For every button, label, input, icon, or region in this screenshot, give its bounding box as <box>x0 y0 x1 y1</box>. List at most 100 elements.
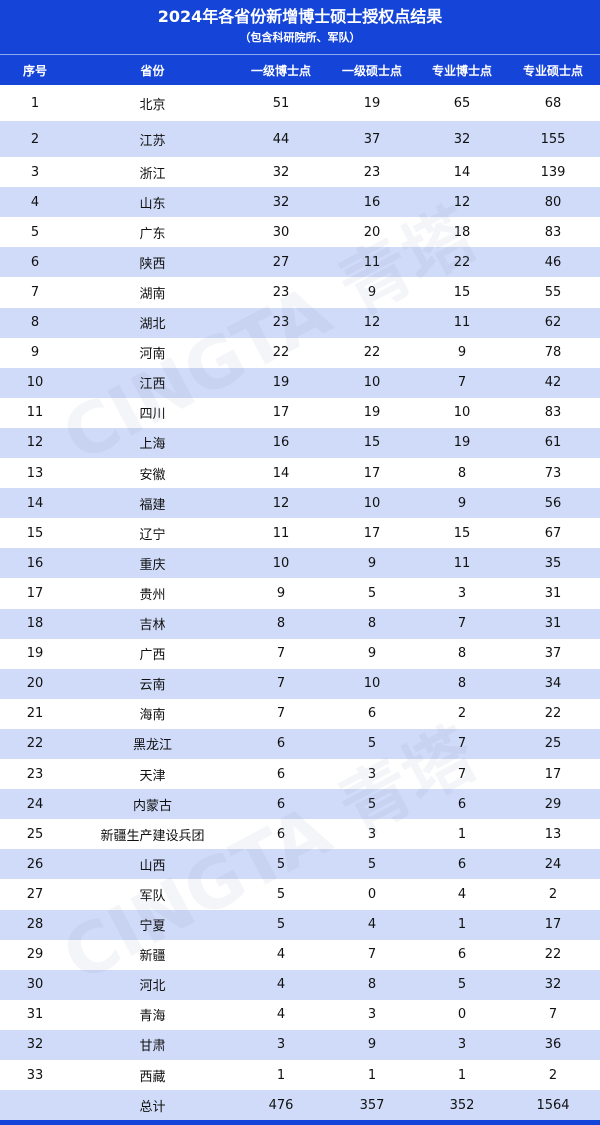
table-cell: 44 <box>272 131 290 147</box>
table-cell: 5 <box>367 796 377 812</box>
table-cell: 22 <box>544 947 562 963</box>
table-cell: 新疆生产建设兵团 <box>100 828 205 844</box>
table-cell: 2 <box>548 886 558 902</box>
header-cell: 专业博士点 <box>431 63 492 78</box>
table-cell: 37 <box>363 131 381 147</box>
table-cell: 7 <box>457 736 467 752</box>
table-cell: 10 <box>26 375 44 391</box>
table-cell: 26 <box>26 856 44 872</box>
table-cell: 78 <box>544 345 562 361</box>
table-row: 32 甘肃 3 9 3 36 <box>0 1029 600 1060</box>
table-cell: 6 <box>367 706 377 722</box>
table-cell: 37 <box>544 646 562 662</box>
table-cell: 贵州 <box>139 587 166 603</box>
table-cell: 35 <box>544 555 562 571</box>
table-cell: 辽宁 <box>139 527 166 543</box>
table-cell: 19 <box>272 375 290 391</box>
table-cell: 31 <box>26 1007 44 1023</box>
table-cell: 19 <box>363 405 381 421</box>
table-cell: 2 <box>30 131 40 147</box>
table-cell: 155 <box>540 131 566 147</box>
table-cell: 11 <box>453 315 471 331</box>
table-cell: 11 <box>363 254 381 270</box>
table-cell: 22 <box>363 345 381 361</box>
table-cell: 湖南 <box>139 286 166 302</box>
table-cell: 福建 <box>139 497 166 513</box>
table-cell: 4 <box>276 947 286 963</box>
table-row: 21 海南 7 6 2 22 <box>0 699 600 729</box>
table-row: 25 新疆生产建设兵团 6 3 1 13 <box>0 819 600 849</box>
table-cell: 14 <box>26 495 44 511</box>
table-cell: 32 <box>26 1037 44 1053</box>
table-cell: 5 <box>367 856 377 872</box>
table-cell: 新疆 <box>139 949 166 965</box>
table-cell: 12 <box>363 315 381 331</box>
table-cell: 357 <box>359 1097 385 1113</box>
table-cell: 安徽 <box>139 467 166 483</box>
table-cell: 18 <box>453 224 471 240</box>
table-cell: 2 <box>457 706 467 722</box>
table-cell: 34 <box>544 676 562 692</box>
table-cell: 24 <box>26 796 44 812</box>
table-cell: 1 <box>457 1067 467 1083</box>
table-cell: 352 <box>449 1097 475 1113</box>
table-row: 29 新疆 4 7 6 22 <box>0 940 600 970</box>
table-row: 18 吉林 8 8 7 31 <box>0 608 600 639</box>
table-cell: 22 <box>544 706 562 722</box>
table-cell: 8 <box>457 646 467 662</box>
table-cell: 20 <box>26 676 44 692</box>
table-cell: 32 <box>544 977 562 993</box>
table-cell: 8 <box>276 616 286 632</box>
table-cell: 18 <box>26 616 44 632</box>
table-cell: 30 <box>26 977 44 993</box>
table-cell: 25 <box>544 736 562 752</box>
table-cell: 16 <box>272 435 290 451</box>
table-cell: 7 <box>276 676 286 692</box>
table-cell <box>0 1090 70 1120</box>
table-row: 28 宁夏 5 4 1 17 <box>0 909 600 940</box>
table-cell: 11 <box>26 405 44 421</box>
table-cell: 28 <box>26 917 44 933</box>
table-cell: 16 <box>26 555 44 571</box>
table-row: 12 上海 16 15 19 61 <box>0 427 600 458</box>
table-cell: 西藏 <box>139 1069 166 1085</box>
table-cell: 51 <box>272 95 290 111</box>
table-cell: 23 <box>272 284 290 300</box>
table-cell: 17 <box>363 465 381 481</box>
table-cell: 32 <box>453 131 471 147</box>
table-cell: 7 <box>457 616 467 632</box>
table-cell: 65 <box>453 95 471 111</box>
table-cell: 46 <box>544 254 562 270</box>
table-cell: 68 <box>544 95 562 111</box>
table-cell: 5 <box>457 977 467 993</box>
table-cell: 5 <box>30 224 40 240</box>
table-cell: 31 <box>544 616 562 632</box>
table-cell: 6 <box>457 796 467 812</box>
table-cell: 9 <box>276 585 286 601</box>
table-cell: 北京 <box>139 97 166 113</box>
table-cell: 22 <box>26 736 44 752</box>
table-cell: 3 <box>457 585 467 601</box>
table-cell: 67 <box>544 525 562 541</box>
table-cell: 24 <box>544 856 562 872</box>
table-row: 24 内蒙古 6 5 6 29 <box>0 789 600 820</box>
title-band: 2024年各省份新增博士硕士授权点结果 （包含科研院所、军队） <box>0 0 600 55</box>
table-cell: 6 <box>276 826 286 842</box>
table-cell: 海南 <box>139 708 166 724</box>
table-cell: 6 <box>457 947 467 963</box>
table-row: 1 北京 51 19 65 68 <box>0 85 600 121</box>
table-cell: 1 <box>457 826 467 842</box>
table-cell: 13 <box>26 465 44 481</box>
table-row: 30 河北 4 8 5 32 <box>0 969 600 1000</box>
table-cell: 23 <box>272 315 290 331</box>
table-cell: 1 <box>367 1067 377 1083</box>
table-cell: 33 <box>26 1067 44 1083</box>
table-cell: 15 <box>26 525 44 541</box>
table-row: 20 云南 7 10 8 34 <box>0 668 600 699</box>
table-cell: 云南 <box>139 678 166 694</box>
table-cell: 5 <box>367 585 377 601</box>
table-row: 3 浙江 32 23 14 139 <box>0 157 600 187</box>
table-cell: 8 <box>457 676 467 692</box>
table-cell: 7 <box>276 646 286 662</box>
table-cell: 31 <box>544 585 562 601</box>
